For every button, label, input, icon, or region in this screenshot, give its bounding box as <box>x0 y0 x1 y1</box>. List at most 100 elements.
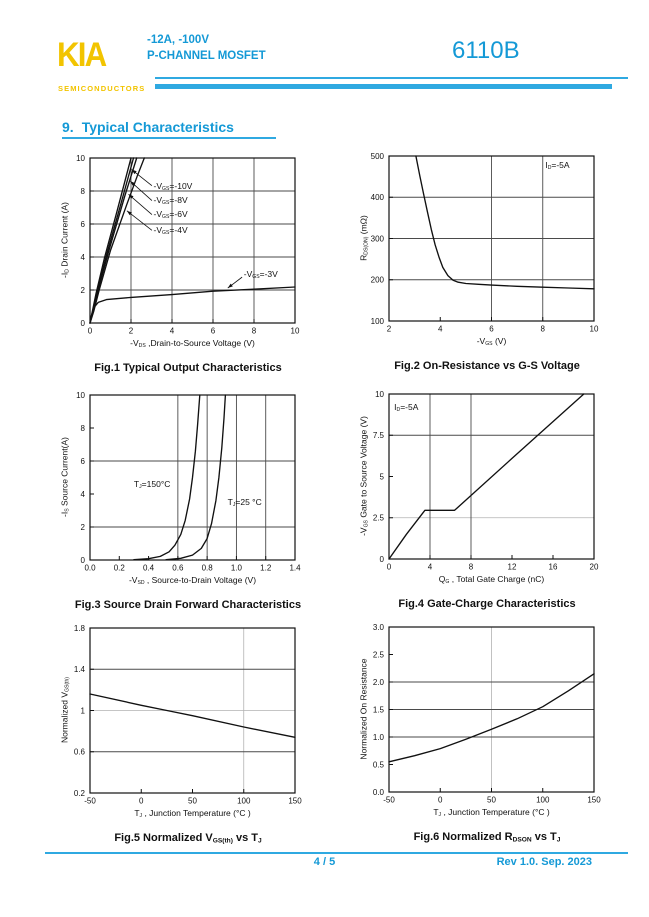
subscript-text: GS <box>363 519 370 527</box>
text-run: T <box>134 808 140 818</box>
figure-3-source-drain-forward: 0.0 0.2 0.4 0.6 0.8 1.0 1.2 1.4 0 2 4 6 8 10 Fig.3 So… <box>48 388 328 620</box>
chart-canvas: 0 2 4 6 8 10 0 2 4 6 8 10 <box>76 154 300 336</box>
text-run: =-10V <box>169 180 193 191</box>
y-tick-label: 0.5 <box>373 760 385 769</box>
text-run: T <box>433 807 439 817</box>
subscript-text: DS <box>138 343 146 350</box>
subscript-text: GS <box>162 214 170 221</box>
text-run: =-3V <box>259 268 278 279</box>
y-tick-label: 5 <box>380 472 385 481</box>
text-run: =-5A <box>551 159 570 170</box>
text-run: Fig.5 Normalized V <box>114 832 213 844</box>
subscript-text: J <box>232 501 236 508</box>
y-tick-label: 1.8 <box>74 624 86 633</box>
plot-frame <box>89 157 296 324</box>
x-tick-label: 8 <box>252 327 257 336</box>
subscript-text: GS(th) <box>64 676 71 692</box>
y-tick-label: 10 <box>76 391 85 400</box>
plot-frame <box>89 394 296 561</box>
figure-4-caption: Fig.4 Gate-Charge Characteristics <box>347 598 627 610</box>
x-axis-label: -VGS (V) <box>389 336 594 348</box>
x-tick-label: 100 <box>536 796 550 805</box>
subscript-text: GS <box>252 273 260 280</box>
text-run: I <box>545 159 548 170</box>
series-curve <box>165 394 227 561</box>
figure-5-caption: Fig.5 Normalized VGS(th) vs TJ <box>48 832 328 844</box>
y-tick-label: 4 <box>81 253 86 262</box>
header-device-type: P-CHANNEL MOSFET <box>147 50 266 62</box>
annotation-arrowhead <box>227 283 233 289</box>
subscript-text: G <box>445 579 450 586</box>
y-tick-label: 1 <box>81 706 86 715</box>
text-run: Q <box>438 574 446 584</box>
subscript-text: GS <box>162 230 170 237</box>
text-run: Fig.1 Typical Output Characteristics <box>94 362 282 374</box>
annotation-leader-line <box>126 210 153 231</box>
series-curve <box>388 673 595 763</box>
x-tick-label: 1.2 <box>260 564 272 573</box>
y-tick-label: 6 <box>81 220 86 229</box>
annotation-arrowhead <box>130 181 136 186</box>
y-tick-label: 300 <box>371 234 385 243</box>
x-tick-label: 8 <box>541 325 546 334</box>
text-run: Normalized V <box>59 691 69 743</box>
annotation-arrowhead <box>126 210 132 216</box>
text-run: -V <box>128 575 138 585</box>
text-run: vs T <box>531 831 557 843</box>
figure-5-normalized-vgsth: -50 0 50 100 150 0.2 0.6 1 1.4 1.8 Fig.5 Normaliz… <box>48 621 328 853</box>
x-tick-label: 0.0 <box>84 564 96 573</box>
kia-logo-subtitle: SEMICONDUCTORS <box>58 84 146 93</box>
section-title: Typical Characteristics <box>81 119 234 135</box>
y-tick-label: 2 <box>81 523 86 532</box>
footer-revision: Rev 1.0. Sep. 2023 <box>496 856 592 868</box>
text-run: -V <box>153 180 163 191</box>
y-tick-label: 4 <box>81 490 86 499</box>
annotation-label: -VGS=-3V <box>244 269 278 280</box>
subscript-text: GS(th) <box>212 837 233 845</box>
subscript-text: J <box>139 813 143 820</box>
x-tick-label: 0 <box>387 563 392 572</box>
y-tick-label: 0 <box>81 319 86 328</box>
text-run: Fig.3 Source Drain Forward Characteristi… <box>74 599 302 611</box>
x-axis-label: -VDS ,Drain-to-Source Voltage (V) <box>90 338 295 350</box>
y-axis-label: -VGS Gate to Source Voltage (V) <box>358 393 370 558</box>
subscript-text: J <box>257 837 262 845</box>
figure-6-normalized-rdson: -50 0 50 100 150 0.0 0.5 1.0 1.5 2.0 2.5 3.0 Fig.6 … <box>347 620 627 852</box>
header-rule-thin <box>155 77 628 79</box>
y-tick-label: 200 <box>371 276 385 285</box>
y-tick-label: 400 <box>371 193 385 202</box>
text-run: °C <box>160 479 171 490</box>
figure-3-caption: Fig.3 Source Drain Forward Characteristi… <box>48 599 328 611</box>
series-curve <box>89 693 296 738</box>
series-curve <box>89 286 296 324</box>
subscript-text: J <box>139 484 142 491</box>
chart-canvas: 2 4 6 8 10 100 200 300 400 500 <box>371 152 599 334</box>
y-tick-label: 2.5 <box>373 514 385 523</box>
x-tick-label: 10 <box>590 325 599 334</box>
chart-canvas: 0.0 0.2 0.4 0.6 0.8 1.0 1.2 1.4 0 2 4 6 8 10 <box>76 391 301 573</box>
subscript-text: GS <box>485 341 493 348</box>
y-tick-label: 8 <box>81 187 86 196</box>
x-tick-label: 100 <box>237 797 251 806</box>
subscript-text: SD <box>137 580 145 587</box>
x-tick-label: 6 <box>489 325 494 334</box>
footer-rule <box>45 852 628 854</box>
text-run: °C <box>252 496 262 507</box>
y-tick-label: 100 <box>371 317 385 326</box>
figure-1-caption: Fig.1 Typical Output Characteristics <box>48 362 328 374</box>
subscript-text: D <box>547 164 552 171</box>
text-run: =-8V <box>169 195 188 206</box>
text-run: =150 <box>141 479 161 490</box>
y-tick-label: 1.0 <box>373 733 385 742</box>
x-tick-label: -50 <box>84 797 96 806</box>
chart-canvas: 0 4 8 12 16 20 0 2.5 5 7.5 10 <box>373 390 599 572</box>
text-run: , Junction Temperature (°C ) <box>441 807 550 817</box>
kia-logo: KIA <box>57 36 107 74</box>
x-tick-label: 0.2 <box>114 564 126 573</box>
x-tick-label: 4 <box>438 325 443 334</box>
text-run: Source Current(A) <box>59 436 69 508</box>
annotation-label: -VGS=-8V <box>154 195 188 206</box>
x-tick-label: 8 <box>469 563 474 572</box>
y-tick-label: 2.5 <box>373 650 385 659</box>
